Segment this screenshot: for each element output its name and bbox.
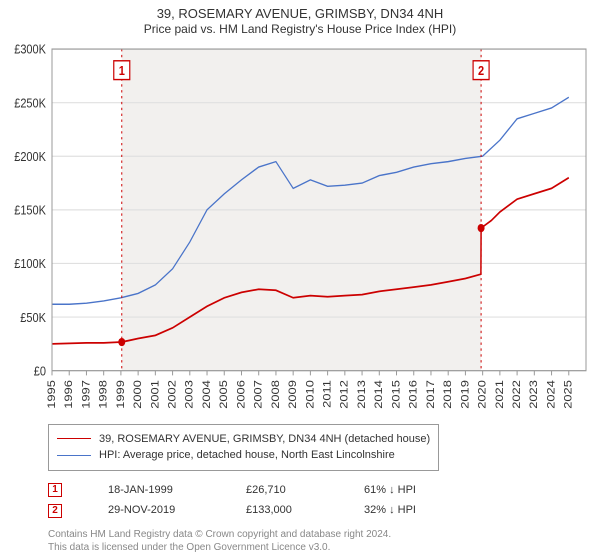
legend-swatch [57, 438, 91, 439]
svg-text:2009: 2009 [286, 380, 299, 409]
sale-marker-icon: 2 [48, 504, 62, 518]
chart-title: 39, ROSEMARY AVENUE, GRIMSBY, DN34 4NH [8, 6, 592, 22]
svg-text:2004: 2004 [200, 380, 213, 409]
svg-text:1997: 1997 [79, 380, 92, 409]
svg-text:2013: 2013 [355, 380, 368, 409]
svg-text:£300K: £300K [14, 42, 46, 57]
svg-text:2020: 2020 [475, 380, 488, 409]
legend-label: 39, ROSEMARY AVENUE, GRIMSBY, DN34 4NH (… [99, 431, 430, 448]
legend: 39, ROSEMARY AVENUE, GRIMSBY, DN34 4NH (… [48, 424, 439, 471]
svg-text:1995: 1995 [45, 380, 58, 409]
svg-text:2022: 2022 [510, 380, 523, 409]
svg-text:1998: 1998 [96, 380, 109, 409]
svg-text:2003: 2003 [183, 380, 196, 409]
svg-text:2017: 2017 [424, 380, 437, 409]
svg-text:2006: 2006 [234, 380, 247, 409]
sale-row: 1 18-JAN-1999 £26,710 61% ↓ HPI [48, 481, 592, 500]
svg-text:1: 1 [119, 63, 125, 78]
sale-diff-vs-hpi: 61% ↓ HPI [364, 481, 474, 500]
svg-text:2001: 2001 [148, 380, 161, 409]
svg-text:2012: 2012 [338, 380, 351, 409]
svg-text:2008: 2008 [269, 380, 282, 409]
footnote-line-2: This data is licensed under the Open Gov… [48, 541, 592, 554]
legend-item: HPI: Average price, detached house, Nort… [57, 447, 430, 464]
svg-text:£0: £0 [34, 364, 47, 379]
svg-text:2025: 2025 [562, 380, 575, 409]
svg-text:2005: 2005 [217, 380, 230, 409]
sale-price: £133,000 [246, 501, 336, 520]
sale-price: £26,710 [246, 481, 336, 500]
sale-diff-vs-hpi: 32% ↓ HPI [364, 501, 474, 520]
svg-text:1996: 1996 [62, 380, 75, 409]
svg-text:2018: 2018 [441, 380, 454, 409]
svg-text:£100K: £100K [14, 256, 46, 271]
svg-text:£50K: £50K [20, 310, 46, 325]
svg-text:2016: 2016 [407, 380, 420, 409]
svg-text:£250K: £250K [14, 95, 46, 110]
svg-text:2014: 2014 [372, 380, 385, 409]
svg-text:2002: 2002 [165, 380, 178, 409]
svg-text:£150K: £150K [14, 203, 46, 218]
chart-subtitle: Price paid vs. HM Land Registry's House … [8, 22, 592, 36]
sale-row: 2 29-NOV-2019 £133,000 32% ↓ HPI [48, 501, 592, 520]
svg-text:2021: 2021 [493, 380, 506, 409]
footnote-line-1: Contains HM Land Registry data © Crown c… [48, 528, 592, 541]
svg-text:2024: 2024 [544, 380, 557, 409]
svg-text:2015: 2015 [389, 380, 402, 409]
legend-swatch [57, 455, 91, 456]
svg-text:2023: 2023 [527, 380, 540, 409]
svg-text:2010: 2010 [303, 380, 316, 409]
svg-text:2007: 2007 [252, 380, 265, 409]
legend-label: HPI: Average price, detached house, Nort… [99, 447, 395, 464]
sale-events-table: 1 18-JAN-1999 £26,710 61% ↓ HPI 2 29-NOV-2019… [48, 481, 592, 520]
sale-marker-icon: 1 [48, 483, 62, 497]
footnote: Contains HM Land Registry data © Crown c… [48, 528, 592, 554]
svg-text:2019: 2019 [458, 380, 471, 409]
svg-text:2: 2 [478, 63, 484, 78]
legend-item: 39, ROSEMARY AVENUE, GRIMSBY, DN34 4NH (… [57, 431, 430, 448]
sale-date: 18-JAN-1999 [108, 481, 218, 500]
svg-text:2000: 2000 [131, 380, 144, 409]
svg-text:£200K: £200K [14, 149, 46, 164]
svg-text:2011: 2011 [320, 380, 333, 408]
sale-date: 29-NOV-2019 [108, 501, 218, 520]
svg-text:1999: 1999 [114, 380, 127, 409]
price-vs-hpi-chart: £0 £50K £100K £150K £200K £250K £300K 1995 1996 1… [8, 42, 592, 418]
